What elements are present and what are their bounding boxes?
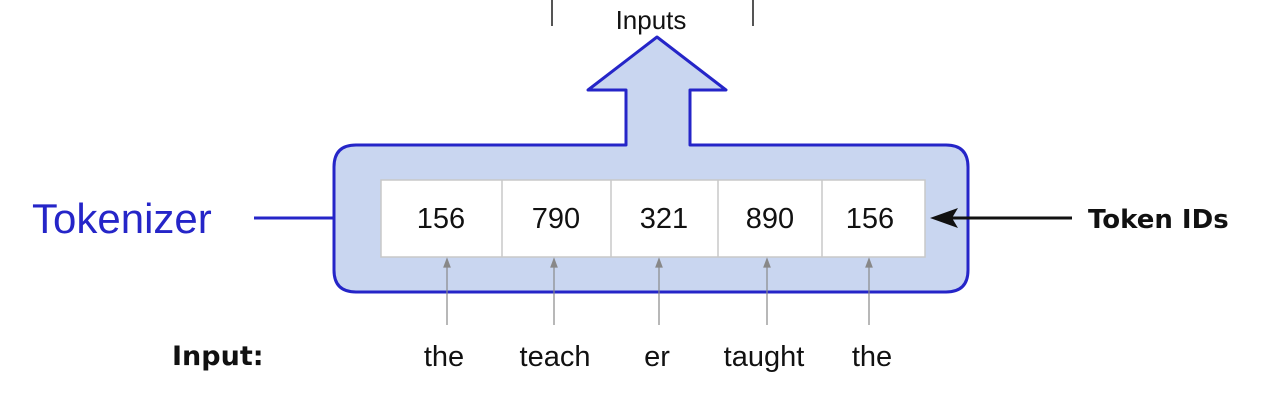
input-token: the [424,341,464,373]
input-token: taught [724,341,805,373]
token-id: 321 [640,203,688,235]
input-arrows [443,257,873,325]
input-row-label: Input: [172,341,264,372]
tokenizer-label: Tokenizer [32,195,212,242]
token-ids-pointer-arrowhead [930,208,958,228]
token-id: 156 [846,203,894,235]
input-arrowhead [865,257,873,268]
input-token: the [852,341,892,373]
token-id: 156 [417,203,465,235]
token-id-row [380,179,926,258]
input-arrowhead [443,257,451,268]
token-id: 890 [746,203,794,235]
input-arrowhead [655,257,663,268]
input-token: er [644,341,670,373]
token-ids-label: Token IDs [1088,205,1229,235]
input-token: teach [520,341,591,373]
inputs-label: Inputs [616,5,687,35]
input-arrowhead [550,257,558,268]
input-arrowhead [763,257,771,268]
token-id: 790 [532,203,580,235]
